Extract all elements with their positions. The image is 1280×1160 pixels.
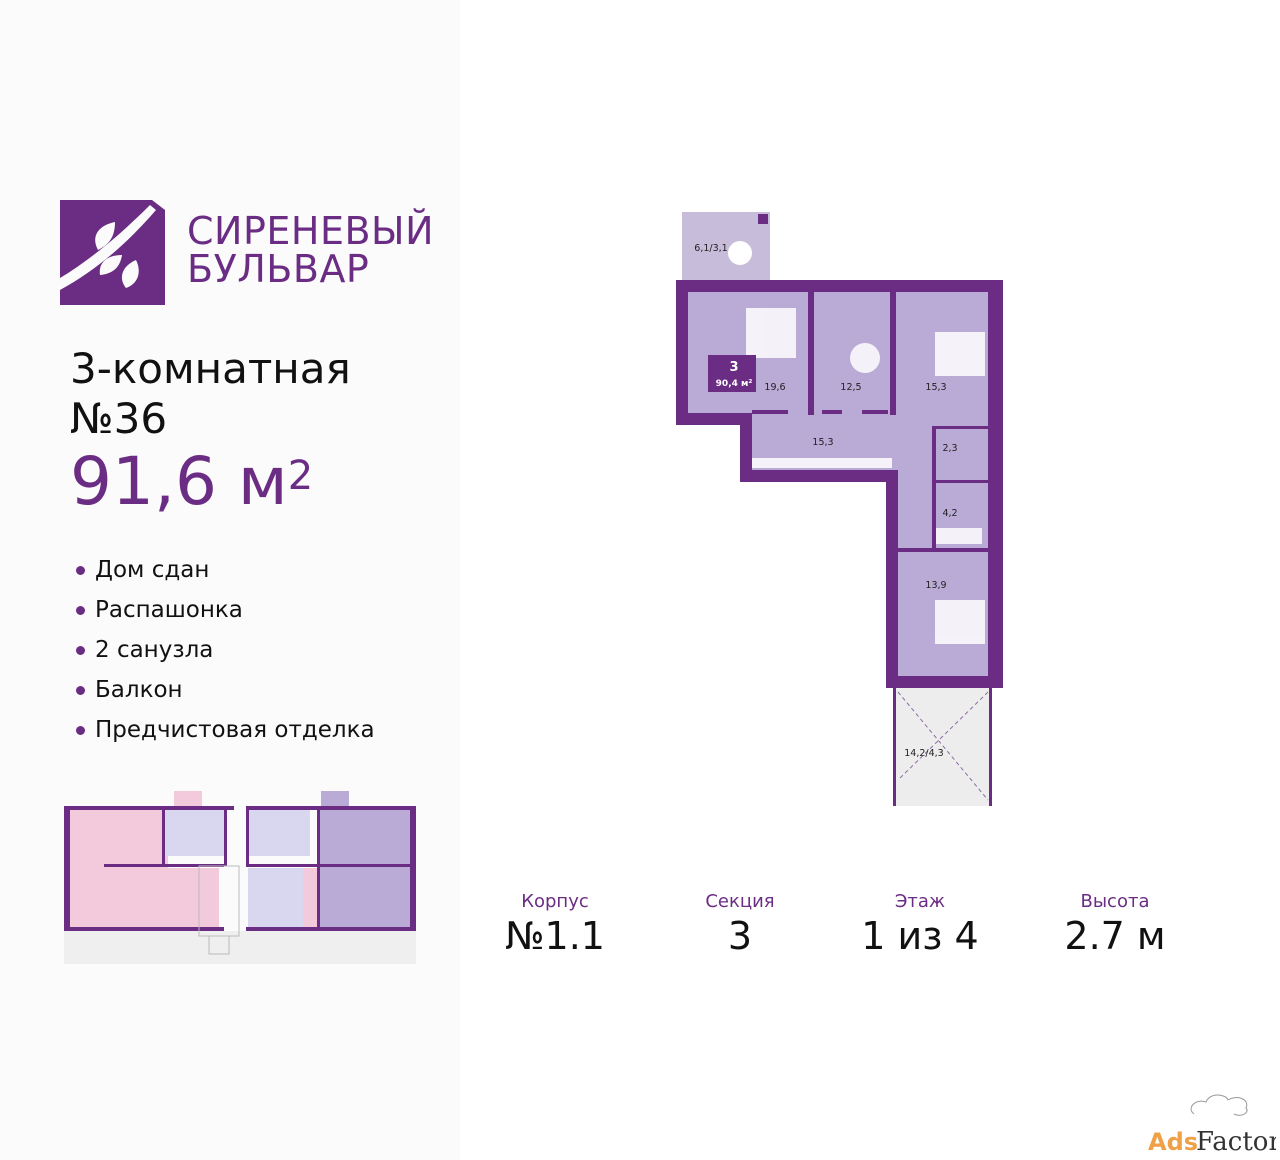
room-area-bedroom: 12,5 — [840, 382, 861, 393]
stat-label: Высота — [1080, 891, 1150, 912]
feature-item: Дом сдан — [76, 550, 375, 590]
svg-text:Ads: Ads — [1148, 1128, 1198, 1156]
room-area-bedroom: 13,9 — [925, 580, 946, 591]
watermark-logo: Ads Factory — [1148, 1094, 1276, 1156]
left-panel-background — [0, 0, 460, 1160]
area-unit-sup: 2 — [287, 453, 314, 499]
feature-item: Предчистовая отделка — [76, 710, 375, 750]
brand-name: СИРЕНЕВЫЙ БУЛЬВАР — [187, 212, 434, 288]
svg-text:Factory: Factory — [1196, 1127, 1276, 1156]
bullet-icon — [76, 645, 85, 655]
stat-value: 2.7 м — [1064, 914, 1166, 958]
stat-floor: Этаж 1 из 4 — [830, 890, 1010, 958]
stat-value: 3 — [727, 914, 753, 958]
feature-label: Балкон — [95, 677, 183, 703]
interior — [688, 292, 988, 676]
room-area-bathroom: 4,2 — [942, 508, 957, 519]
bullet-icon — [76, 685, 85, 695]
apartment-type: 3-комнатная — [70, 344, 351, 393]
area-value: 91,6 м — [70, 443, 288, 520]
apartment-area: 91,6 м2 — [70, 442, 313, 522]
bullet-icon — [76, 605, 85, 615]
feature-label: 2 санузла — [95, 637, 214, 663]
brand-line-1: СИРЕНЕВЫЙ — [187, 209, 434, 253]
bullet-icon — [76, 565, 85, 575]
apartment-number: №36 — [70, 394, 168, 443]
room-area-terrace: 14,2/4,3 — [904, 748, 943, 759]
room-area-living: 19,6 — [764, 382, 785, 393]
feature-label: Дом сдан — [95, 557, 210, 583]
feature-item: Распашонка — [76, 590, 375, 630]
interior-walls — [752, 292, 988, 552]
features-list: Дом сдан Распашонка 2 санузла Балкон Пре… — [76, 550, 375, 750]
terrace — [893, 688, 992, 806]
bullet-icon — [76, 725, 85, 735]
room-area-hallway: 15,3 — [812, 437, 833, 448]
floor-overview-plan — [64, 791, 416, 964]
stat-label: Этаж — [894, 891, 946, 912]
balcony — [682, 212, 770, 282]
stat-value: №1.1 — [505, 914, 605, 958]
logo-icon — [60, 200, 165, 305]
badge-rooms: 3 — [729, 360, 738, 375]
stat-building: Корпус №1.1 — [465, 890, 645, 958]
feature-item: Балкон — [76, 670, 375, 710]
room-area-balcony: 6,1/3,1 — [694, 243, 727, 254]
stat-label: Секция — [705, 891, 775, 912]
room-area-wc: 2,3 — [942, 443, 957, 454]
stat-height: Высота 2.7 м — [1025, 890, 1205, 958]
feature-label: Предчистовая отделка — [95, 717, 375, 743]
stat-value: 1 из 4 — [861, 914, 979, 958]
brand-line-2: БУЛЬВАР — [187, 247, 370, 291]
stat-label: Корпус — [521, 891, 589, 912]
rooms-badge — [708, 355, 756, 392]
feature-item: 2 санузла — [76, 630, 375, 670]
room-area-bedroom: 15,3 — [925, 382, 946, 393]
feature-label: Распашонка — [95, 597, 243, 623]
stat-section: Секция 3 — [650, 890, 830, 958]
badge-area: 90,4 м² — [716, 379, 753, 389]
